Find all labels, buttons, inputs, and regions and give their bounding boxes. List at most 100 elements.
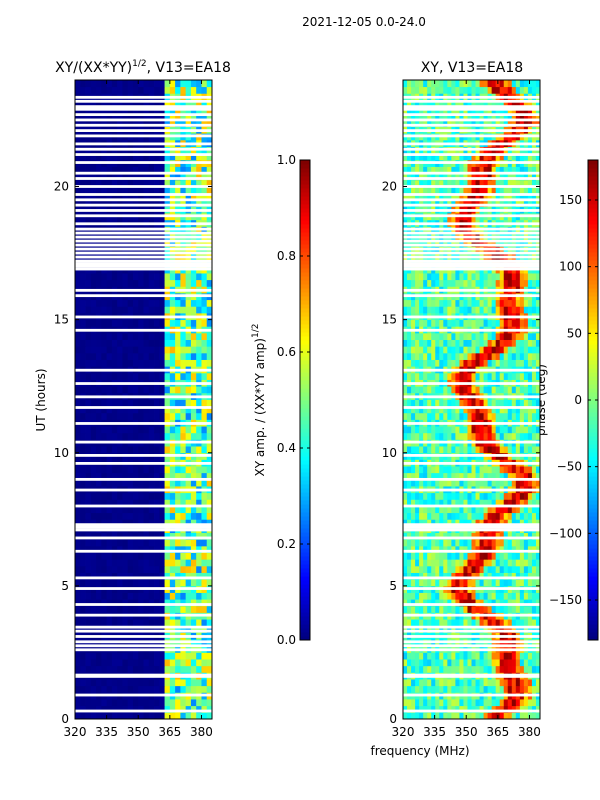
- right-heatmap-cell: [499, 279, 505, 287]
- left-heatmap-cell: [143, 239, 150, 247]
- left-heatmap-cell: [164, 579, 171, 587]
- left-heatmap-cell: [175, 332, 181, 340]
- right-heatmap-cell: [519, 579, 525, 587]
- right-heatmap-cell: [503, 359, 509, 367]
- right-heatmap-cell: [499, 599, 505, 607]
- left-heatmap-cell: [159, 545, 165, 553]
- left-heatmap-cell: [185, 306, 192, 314]
- right-heatmap-cell: [499, 679, 505, 687]
- left-heatmap-cell: [80, 545, 86, 553]
- left-heatmap-cell: [75, 86, 81, 94]
- right-heatmap-cell: [459, 406, 464, 414]
- left-flagged-row: [75, 528, 212, 532]
- left-heatmap-cell: [117, 712, 123, 720]
- left-heatmap-cell: [138, 299, 144, 307]
- right-heatmap-cell: [431, 619, 436, 627]
- left-heatmap-cell: [106, 472, 113, 480]
- left-heatmap-cell: [169, 412, 176, 420]
- right-heatmap-cell: [419, 579, 424, 587]
- right-heatmap: [403, 80, 541, 720]
- left-heatmap-cell: [138, 153, 144, 161]
- left-heatmap-cell: [175, 599, 181, 607]
- right-heatmap-cell: [503, 665, 509, 673]
- left-heatmap-cell: [148, 466, 155, 474]
- right-heatmap-cell: [435, 599, 440, 607]
- right-heatmap-cell: [411, 705, 416, 713]
- right-heatmap-cell: [499, 299, 505, 307]
- left-heatmap-cell: [96, 119, 102, 127]
- right-heatmap-cell: [423, 386, 428, 394]
- left-heatmap-cell: [85, 339, 92, 347]
- right-heatmap-cell: [487, 279, 493, 287]
- right-heatmap-cell: [495, 446, 501, 454]
- right-heatmap-cell: [443, 299, 448, 307]
- right-heatmap-cell: [455, 306, 460, 314]
- right-heatmap-cell: [435, 552, 440, 560]
- right-heatmap-cell: [411, 492, 416, 500]
- right-heatmap-cell: [415, 705, 420, 713]
- left-heatmap-cell: [75, 519, 81, 527]
- right-heatmap-cell: [403, 519, 408, 527]
- right-heatmap-cell: [487, 412, 493, 420]
- left-heatmap-cell: [164, 605, 171, 613]
- left-heatmap-cell: [122, 539, 129, 547]
- right-heatmap-cell: [531, 319, 537, 327]
- left-heatmap-cell: [122, 532, 129, 540]
- left-heatmap-cell: [122, 186, 129, 194]
- right-heatmap-cell: [423, 539, 428, 547]
- left-heatmap-cell: [148, 173, 155, 181]
- right-heatmap-cell: [439, 339, 444, 347]
- left-heatmap-cell: [154, 532, 160, 540]
- right-heatmap-cell: [411, 572, 416, 580]
- right-heatmap-cell: [499, 273, 505, 281]
- left-heatmap-cell: [148, 659, 155, 667]
- left-heatmap-cell: [96, 499, 102, 507]
- left-heatmap-cell: [90, 352, 97, 360]
- left-heatmap-cell: [106, 499, 113, 507]
- right-heatmap-cell: [443, 592, 448, 600]
- left-heatmap-cell: [169, 346, 176, 354]
- right-heatmap-cell: [435, 386, 440, 394]
- right-heatmap-cell: [419, 346, 424, 354]
- right-heatmap-cell: [451, 446, 456, 454]
- right-heatmap-cell: [403, 619, 408, 627]
- right-heatmap-cell: [491, 426, 497, 434]
- left-heatmap-cell: [111, 186, 118, 194]
- right-heatmap-cell: [427, 659, 432, 667]
- right-heatmap-cell: [527, 446, 533, 454]
- left-heatmap-cell: [206, 346, 213, 354]
- right-heatmap-cell: [419, 399, 424, 407]
- left-heatmap-cell: [164, 652, 171, 660]
- right-heatmap-cell: [511, 545, 517, 553]
- right-heatmap-cell: [503, 492, 509, 500]
- right-heatmap-cell: [407, 472, 412, 480]
- left-heatmap-cell: [169, 506, 176, 514]
- right-heatmap-cell: [507, 712, 513, 720]
- left-heatmap-cell: [143, 99, 150, 108]
- left-heatmap-cell: [180, 299, 187, 307]
- left-flagged-row: [75, 118, 212, 122]
- right-heatmap-cell: [459, 279, 464, 287]
- left-heatmap-cell: [80, 166, 86, 174]
- left-heatmap-cell: [148, 552, 155, 560]
- left-heatmap-cell: [101, 426, 108, 434]
- right-heatmap-cell: [467, 699, 472, 707]
- left-heatmap-cell: [154, 705, 160, 713]
- left-heatmap-cell: [196, 665, 202, 673]
- right-heatmap-cell: [535, 386, 541, 394]
- right-heatmap-cell: [475, 705, 480, 713]
- right-heatmap-cell: [491, 705, 497, 713]
- left-heatmap-cell: [175, 406, 181, 414]
- right-heatmap-cell: [455, 625, 460, 633]
- right-heatmap-cell: [507, 492, 513, 500]
- right-heatmap-cell: [491, 432, 497, 440]
- left-heatmap-cell: [175, 99, 181, 108]
- right-heatmap-cell: [411, 359, 416, 367]
- right-heatmap-cell: [415, 479, 420, 487]
- right-heatmap-cell: [455, 406, 460, 414]
- right-heatmap-cell: [451, 665, 456, 673]
- right-heatmap-cell: [467, 592, 472, 600]
- left-heatmap-cell: [85, 186, 92, 194]
- left-heatmap-cell: [196, 519, 202, 527]
- right-heatmap-cell: [447, 279, 452, 287]
